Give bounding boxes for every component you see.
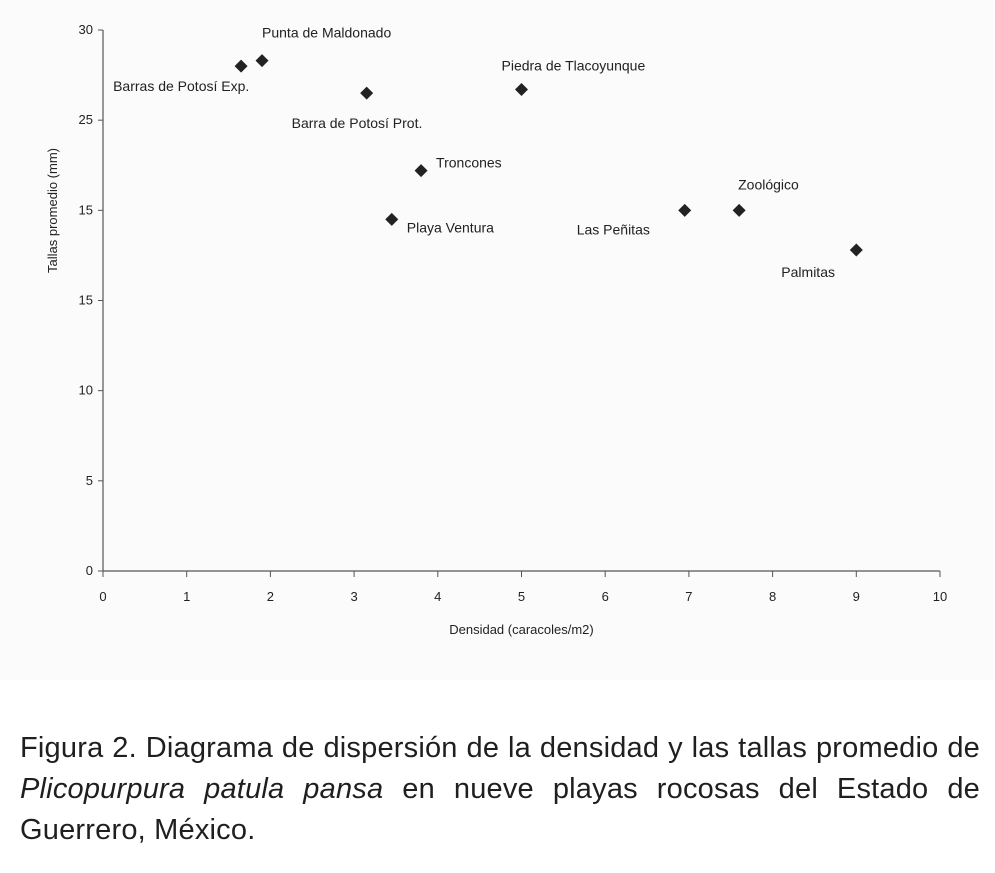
data-point [678,203,692,217]
x-tick-label: 0 [99,589,106,604]
x-tick-label: 4 [434,589,441,604]
data-point-label: Las Peñitas [577,221,650,237]
y-tick-label: 25 [79,112,93,127]
caption-prefix: Figura 2. Diagrama de dispersión de la d… [20,732,980,764]
x-tick-label: 6 [602,589,609,604]
chart-figure: 0 5 10 15 15 25 30 0 1 2 3 4 5 6 7 8 9 10 Densidad (caraco… [45,22,948,637]
x-tick-label: 7 [685,589,692,604]
data-point-label: Zoológico [738,176,799,192]
data-point [515,83,528,97]
x-tick-label: 8 [769,589,776,604]
x-tick-label: 10 [933,589,947,604]
x-tick-label: 1 [183,589,190,604]
x-tick-label: 2 [267,589,274,604]
caption-suffix: en nueve playas rocosas del Estado de Gu… [20,773,980,846]
y-axis-title: Tallas promedio (mm) [45,148,60,273]
data-point-label: Barras de Potosí Exp. [113,78,249,94]
data-point-label: Piedra de Tlacoyunque [502,58,646,74]
data-point [360,86,374,100]
data-point-label: Palmitas [781,264,835,280]
scatter-chart: 0 5 10 15 15 25 30 0 1 2 3 4 5 6 7 8 9 10 Densidad (caraco… [45,22,947,637]
data-point [255,54,269,68]
y-tick-label: 10 [79,383,93,398]
y-tick-label: 15 [79,202,93,217]
figure-caption: Figura 2. Diagrama de dispersión de la d… [20,728,980,851]
data-point-label: Troncones [436,155,502,171]
y-tick-label: 0 [86,563,93,578]
data-point [732,203,746,217]
x-tick-label: 9 [853,589,860,604]
y-tick-label: 30 [79,22,93,37]
x-tick-label: 5 [518,589,525,604]
x-axis-title: Densidad (caracoles/m2) [449,622,594,637]
data-point [414,164,428,178]
caption-species: Plicopurpura patula pansa [20,773,384,805]
y-tick-label: 15 [79,293,93,308]
data-point [849,243,863,257]
data-point [234,59,248,73]
x-tick-label: 3 [350,589,357,604]
data-point-label: Punta de Maldonado [262,25,391,41]
y-tick-label: 5 [86,473,93,488]
data-point-label: Barra de Potosí Prot. [292,115,423,131]
data-point-label: Playa Ventura [407,219,494,235]
data-point [385,212,399,226]
